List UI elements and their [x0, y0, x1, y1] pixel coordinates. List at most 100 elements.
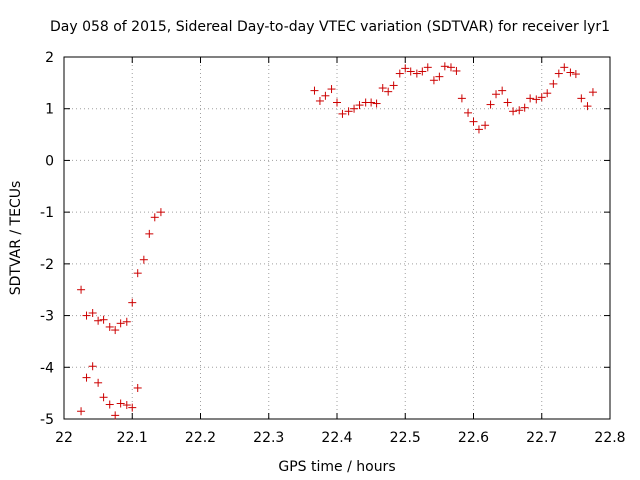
y-tick-label: -1 — [40, 205, 54, 221]
data-point — [537, 93, 546, 102]
data-point — [549, 79, 558, 88]
data-point — [321, 91, 330, 100]
x-tick-label: 22.6 — [458, 430, 489, 446]
data-point — [446, 63, 455, 72]
data-point — [440, 62, 449, 71]
data-point — [515, 106, 524, 115]
data-point — [133, 269, 142, 278]
y-tick-label: 0 — [45, 153, 54, 169]
data-points — [77, 62, 597, 420]
y-tick-label: -2 — [40, 257, 54, 273]
y-tick-label: 1 — [45, 102, 54, 118]
data-point — [401, 64, 410, 73]
x-tick-label: 22.2 — [185, 430, 216, 446]
data-point — [481, 121, 490, 130]
data-point — [82, 311, 91, 320]
data-point — [310, 86, 319, 95]
data-point — [378, 84, 387, 93]
data-point — [423, 63, 432, 72]
data-point — [486, 100, 495, 109]
data-point — [457, 94, 466, 103]
data-point — [111, 411, 120, 420]
data-point — [543, 89, 552, 98]
data-point — [509, 107, 518, 116]
data-point — [577, 94, 586, 103]
data-point — [77, 285, 86, 294]
x-tick-label: 22.4 — [321, 430, 352, 446]
data-point — [88, 362, 97, 371]
data-point — [128, 298, 137, 307]
data-point — [532, 95, 541, 104]
data-point — [429, 76, 438, 85]
data-point — [583, 102, 592, 111]
x-tick-label: 22.7 — [526, 430, 557, 446]
data-point — [94, 378, 103, 387]
data-point — [406, 67, 415, 76]
data-point — [588, 88, 597, 97]
data-point — [133, 383, 142, 392]
y-tick-label: 2 — [45, 50, 54, 66]
data-point — [389, 81, 398, 90]
x-tick-label: 22.1 — [117, 430, 148, 446]
data-point — [469, 117, 478, 126]
data-point — [372, 99, 381, 108]
data-point — [452, 66, 461, 75]
data-point — [327, 85, 336, 94]
y-tick-label: -3 — [40, 309, 54, 325]
data-point — [355, 101, 364, 110]
y-tick-label: -4 — [40, 360, 54, 376]
data-point — [77, 407, 86, 416]
data-point — [384, 87, 393, 96]
x-tick-label: 22 — [55, 430, 73, 446]
x-tick-label: 22.8 — [594, 430, 625, 446]
data-point — [554, 69, 563, 78]
data-point — [105, 322, 114, 331]
data-point — [571, 70, 580, 79]
data-point — [88, 308, 97, 317]
data-point — [116, 399, 125, 408]
data-point — [333, 98, 341, 107]
data-point — [99, 393, 108, 402]
x-axis-label: GPS time / hours — [278, 459, 395, 475]
data-point — [315, 96, 324, 105]
y-axis-label: SDTVAR / TECUs — [8, 181, 24, 296]
data-point — [498, 86, 507, 95]
data-point — [520, 103, 529, 112]
data-point — [99, 315, 108, 324]
data-point — [395, 69, 404, 78]
data-point — [344, 107, 353, 116]
data-point — [116, 319, 125, 328]
data-point — [435, 72, 444, 81]
data-point — [418, 67, 427, 76]
data-point — [128, 403, 137, 412]
data-point — [367, 98, 376, 107]
data-point — [82, 373, 91, 382]
grid — [64, 57, 610, 419]
y-tick-label: -5 — [40, 412, 54, 428]
data-point — [412, 69, 421, 78]
x-tick-label: 22.3 — [253, 430, 284, 446]
data-point — [560, 63, 569, 72]
data-point — [150, 213, 159, 222]
data-point — [492, 90, 501, 99]
data-point — [145, 229, 154, 238]
data-point — [464, 108, 473, 117]
data-point — [338, 109, 347, 118]
data-point — [94, 316, 103, 325]
data-point — [503, 98, 512, 107]
x-tick-label: 22.5 — [390, 430, 421, 446]
data-point — [122, 317, 131, 326]
data-point — [122, 401, 131, 410]
chart-title: Day 058 of 2015, Sidereal Day-to-day VTE… — [50, 19, 610, 35]
x-axis-ticks: 22 22.1 22.2 22.3 22.4 22.5 22.6 22.7 22.8 — [55, 57, 626, 446]
data-point — [566, 68, 575, 77]
data-point — [111, 326, 120, 335]
data-point — [526, 94, 535, 103]
data-point — [474, 125, 483, 134]
data-point — [139, 255, 148, 264]
y-axis-ticks: -5 -4 -3 -2 -1 0 1 2 — [40, 50, 610, 428]
data-point — [156, 208, 165, 217]
data-point — [105, 400, 114, 409]
data-point — [350, 104, 359, 113]
